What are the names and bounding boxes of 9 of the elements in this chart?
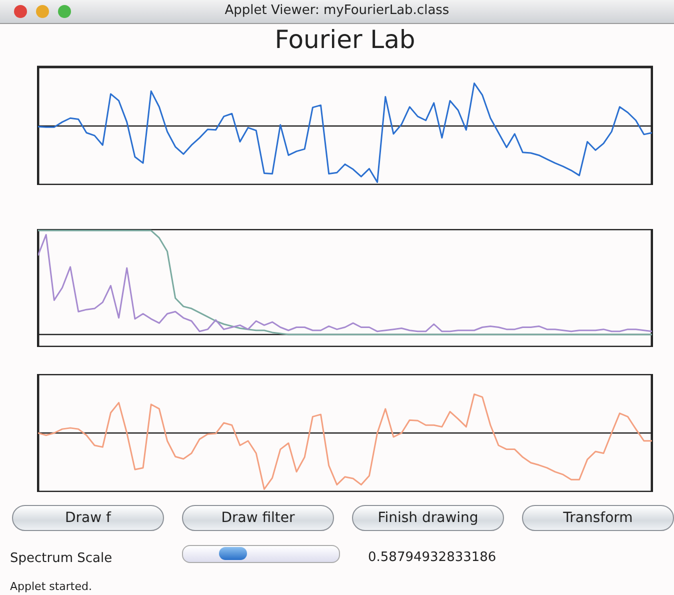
text: Draw filter	[182, 505, 334, 531]
text: Applet started.	[10, 580, 92, 593]
chart-title: Fourier Lab	[274, 25, 416, 54]
text: Transform	[522, 505, 674, 531]
text: Draw f	[12, 505, 164, 531]
text: 0.58794932833186	[368, 550, 496, 565]
text: Spectrum Scale	[10, 551, 112, 566]
text: Applet Viewer: myFourierLab.class	[224, 3, 450, 18]
text: Finish drawing	[352, 505, 504, 531]
